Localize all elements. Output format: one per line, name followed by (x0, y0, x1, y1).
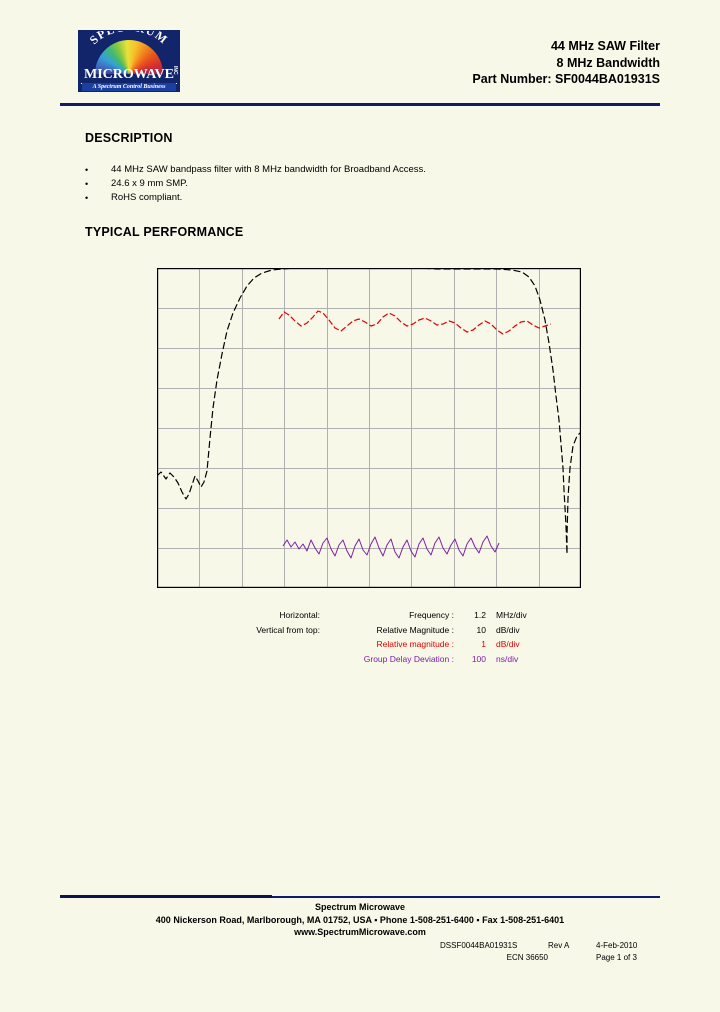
chart-trace (282, 535, 500, 559)
table-row: Horizontal: Frequency : 1.2 MHz/div (228, 608, 527, 623)
legend-value: 1 (481, 639, 486, 649)
product-title: 44 MHz SAW Filter (550, 39, 660, 53)
legend-value: 10 (476, 624, 486, 635)
legend-axis-label: Horizontal: (279, 610, 320, 620)
table-row: Relative magnitude : 1 dB/div (228, 637, 527, 652)
document-revision: Rev A (548, 941, 570, 950)
part-number: Part Number: SF0044BA01931S (472, 72, 660, 86)
header-divider (60, 103, 660, 106)
page-header: SPECTRUM MICROWAVE INC A Spectrum Contro… (60, 28, 660, 98)
legend-parameter: Relative Magnitude : (376, 624, 455, 635)
list-item-text: RoHS compliant. (111, 192, 183, 203)
list-item: • 24.6 x 9 mm SMP. (85, 177, 605, 191)
footer-divider (60, 896, 660, 898)
chart-canvas (157, 268, 581, 588)
chart-trace (157, 268, 581, 555)
legend-value: 1.2 (474, 610, 486, 620)
footer-divider-accent (60, 895, 272, 898)
document-date: 4-Feb-2010 (596, 941, 638, 950)
chart-legend-table: Horizontal: Frequency : 1.2 MHz/div Vert… (228, 608, 527, 667)
document-number: DSSF0044BA01931S (440, 941, 518, 950)
legend-value: 100 (471, 653, 486, 664)
header-title-block: 44 MHz SAW Filter 8 MHz Bandwidth Part N… (472, 38, 660, 88)
table-row: Group Delay Deviation : 100 ns/div (228, 652, 527, 667)
product-bandwidth: 8 MHz Bandwidth (556, 55, 660, 70)
legend-axis-label (228, 652, 326, 667)
list-item-text: 44 MHz SAW bandpass filter with 8 MHz ba… (111, 164, 426, 175)
logo-arc-text: SPECTRUM (78, 31, 180, 61)
logo-tagline: A Spectrum Control Business (82, 83, 176, 91)
legend-axis-label (228, 637, 326, 652)
spectrum-microwave-logo: SPECTRUM MICROWAVE INC A Spectrum Contro… (78, 30, 180, 92)
bullet-icon: • (85, 193, 89, 203)
logo-inc-label: INC (172, 66, 178, 75)
chart-trace (278, 310, 552, 335)
list-item-text: 24.6 x 9 mm SMP. (111, 178, 188, 189)
description-bullet-list: • 44 MHz SAW bandpass filter with 8 MHz … (85, 163, 605, 205)
document-ecn: ECN 36650 (506, 953, 548, 962)
chart-gridlines (157, 268, 581, 588)
bullet-icon: • (85, 179, 89, 189)
logo-word-microwave: MICROWAVE (81, 68, 177, 84)
document-info: DSSF0044BA01931S Rev A 4-Feb-2010 ECN 36… (440, 940, 665, 964)
svg-text:SPECTRUM: SPECTRUM (87, 31, 171, 47)
typical-performance-heading: TYPICAL PERFORMANCE (85, 225, 244, 239)
legend-unit: dB/div (496, 639, 520, 649)
legend-unit: MHz/div (496, 610, 527, 620)
legend-parameter: Group Delay Deviation : (363, 653, 454, 664)
chart-series-group (157, 268, 581, 559)
description-heading: DESCRIPTION (85, 131, 173, 145)
performance-chart (157, 268, 581, 588)
legend-unit: dB/div (496, 624, 520, 635)
table-row: Vertical from top: Relative Magnitude : … (228, 623, 527, 638)
list-item: • 44 MHz SAW bandpass filter with 8 MHz … (85, 163, 605, 177)
legend-unit: ns/div (496, 653, 519, 664)
list-item: • RoHS compliant. (85, 191, 605, 205)
logo-arc-label: SPECTRUM (87, 31, 170, 47)
legend-parameter: Relative magnitude : (376, 639, 455, 649)
page-number: Page 1 of 3 (596, 953, 637, 962)
legend-parameter: Frequency : (409, 610, 454, 620)
page-footer: Spectrum Microwave 400 Nickerson Road, M… (60, 901, 660, 939)
legend-axis-label: Vertical from top: (256, 624, 320, 635)
footer-company: Spectrum Microwave (314, 902, 406, 912)
footer-website[interactable]: www.SpectrumMicrowave.com (294, 927, 426, 937)
bullet-icon: • (85, 165, 89, 175)
footer-address: 400 Nickerson Road, Marlborough, MA 0175… (155, 914, 565, 925)
